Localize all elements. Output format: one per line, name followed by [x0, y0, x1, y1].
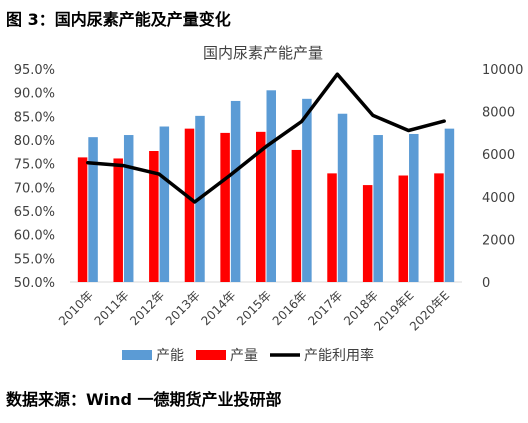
- bar-capacity: [337, 113, 348, 282]
- bar-capacity: [123, 135, 134, 282]
- x-tick-label: 2016年: [270, 288, 310, 328]
- figure-title: 图 3：国内尿素产能及产量变化: [6, 10, 231, 29]
- left-tick-label: 50.0%: [14, 276, 55, 291]
- utilization-line: [86, 72, 446, 204]
- legend-label: 产量: [230, 348, 258, 364]
- bar-output: [434, 173, 444, 282]
- legend-label: 产能: [156, 348, 184, 364]
- left-axis: 50.0% 55.0% 60.0% 65.0% 70.0% 75.0% 80.0% 85.0%…: [14, 63, 55, 291]
- x-tick-label: 2014年: [199, 288, 239, 328]
- chart-title: 国内尿素产能产量: [203, 44, 323, 62]
- bar-output: [362, 185, 373, 282]
- left-tick-label: 75.0%: [14, 158, 55, 173]
- right-tick-label: 8000: [482, 106, 515, 121]
- right-tick-label: 10000: [482, 63, 523, 78]
- left-tick-label: 60.0%: [14, 229, 55, 244]
- legend: 产能 产量 产能利用率: [122, 347, 374, 364]
- bar-output: [149, 151, 159, 282]
- bar-capacity: [266, 90, 276, 282]
- legend-label: 产能利用率: [304, 347, 374, 364]
- bar-output: [256, 131, 266, 282]
- bars: [77, 90, 455, 282]
- x-tick-label: 2017年: [305, 288, 345, 328]
- source-note: 数据来源：Wind 一德期货产业投研部: [6, 390, 282, 409]
- bar-output: [184, 128, 195, 282]
- x-tick-label: 2012年: [127, 288, 167, 328]
- bar-capacity: [444, 128, 455, 282]
- bar-output: [220, 132, 230, 282]
- bar-capacity: [409, 133, 419, 282]
- right-tick-label: 4000: [482, 191, 515, 206]
- bar-capacity: [88, 137, 98, 282]
- left-tick-label: 55.0%: [14, 252, 55, 267]
- right-tick-label: 2000: [482, 233, 515, 248]
- left-tick-label: 85.0%: [14, 110, 55, 125]
- bar-capacity: [373, 135, 383, 282]
- x-axis-labels: 2010年2011年2012年2013年2014年2015年2016年2017年…: [56, 288, 452, 333]
- right-axis: 0 2000 4000 6000 8000 10000: [482, 63, 523, 291]
- bar-capacity: [302, 98, 312, 282]
- legend-swatch: [122, 350, 152, 360]
- x-tick-label: 2013年: [163, 288, 203, 328]
- left-tick-label: 95.0%: [14, 63, 55, 78]
- utilization-line-path: [86, 72, 446, 204]
- bar-output: [113, 158, 123, 282]
- bar-capacity: [230, 100, 241, 282]
- left-tick-label: 90.0%: [14, 87, 55, 102]
- bar-output: [327, 173, 337, 282]
- right-tick-label: 6000: [482, 148, 515, 163]
- right-tick-label: 0: [482, 276, 490, 291]
- x-tick-label: 2015年: [234, 288, 274, 328]
- bar-output: [77, 157, 88, 282]
- left-tick-label: 70.0%: [14, 181, 55, 196]
- left-tick-label: 80.0%: [14, 134, 55, 149]
- bar-output: [291, 149, 302, 282]
- x-tick-label: 2010年: [56, 288, 96, 328]
- left-tick-label: 65.0%: [14, 205, 55, 220]
- x-tick-label: 2011年: [92, 288, 132, 328]
- bar-capacity: [159, 126, 170, 282]
- bar-output: [398, 175, 409, 282]
- legend-swatch: [196, 350, 226, 360]
- x-tick-label: 2020年E: [407, 288, 452, 333]
